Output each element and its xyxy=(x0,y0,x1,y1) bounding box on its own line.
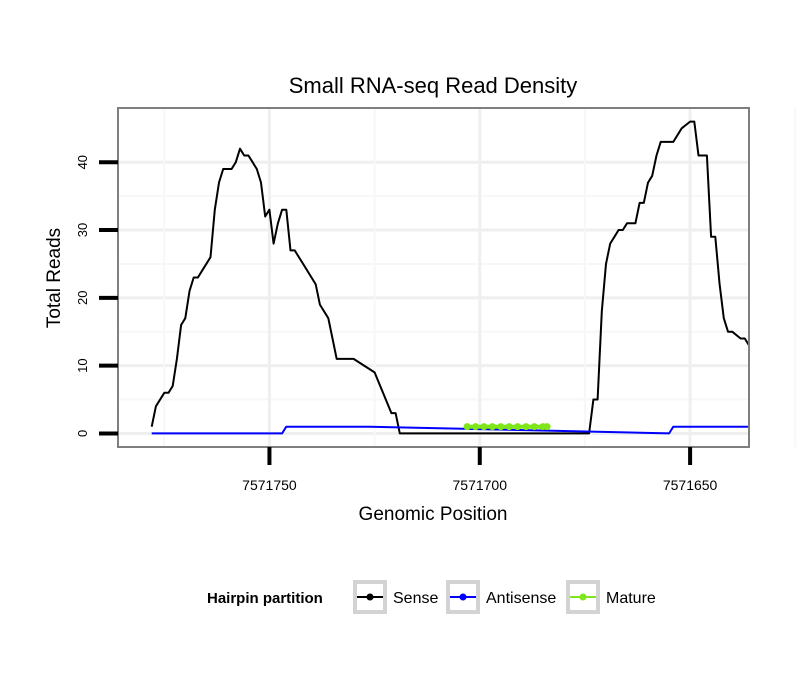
legend-label: Mature xyxy=(606,590,656,607)
mature-point xyxy=(472,423,480,431)
x-axis-label: Genomic Position xyxy=(359,504,508,525)
y-tick-label: 10 xyxy=(75,358,90,372)
legend-key-point xyxy=(459,593,467,601)
mature-point xyxy=(514,423,522,431)
mature-point xyxy=(530,423,538,431)
mature-point xyxy=(543,423,551,431)
legend-title: Hairpin partition xyxy=(207,590,323,607)
y-tick-label: 0 xyxy=(75,430,90,437)
legend-entry-mature: Mature xyxy=(566,580,656,614)
mature-point xyxy=(497,423,505,431)
x-axis: 7571750 7571700 7571650 xyxy=(242,447,718,493)
x-tick-label: 7571700 xyxy=(453,477,508,493)
mature-point xyxy=(522,423,530,431)
legend-label: Antisense xyxy=(486,590,556,607)
legend-key-point xyxy=(366,593,374,601)
legend-label: Sense xyxy=(393,590,438,607)
series-layer xyxy=(150,120,750,435)
mature-point xyxy=(463,423,471,431)
legend-key-point xyxy=(579,593,587,601)
grid xyxy=(118,108,797,447)
mature-point xyxy=(505,423,513,431)
legend-entry-sense: Sense xyxy=(353,580,438,614)
mature-point xyxy=(488,423,496,431)
series-line-antisense xyxy=(151,425,749,435)
series-line-sense xyxy=(150,120,750,435)
y-axis: 0 10 20 30 40 xyxy=(75,155,118,437)
chart-title: Small RNA-seq Read Density xyxy=(289,73,578,98)
x-tick-label: 7571750 xyxy=(242,477,297,493)
plot-panel-border xyxy=(117,107,750,448)
y-tick-label: 40 xyxy=(75,155,90,169)
x-tick-label: 7571650 xyxy=(663,477,718,493)
legend: Hairpin partition Sense Antisense Mature xyxy=(207,580,656,614)
y-tick-label: 30 xyxy=(75,223,90,237)
y-axis-label: Total Reads xyxy=(44,228,65,328)
legend-entry-antisense: Antisense xyxy=(446,580,556,614)
mature-point xyxy=(480,423,488,431)
y-tick-label: 20 xyxy=(75,291,90,305)
